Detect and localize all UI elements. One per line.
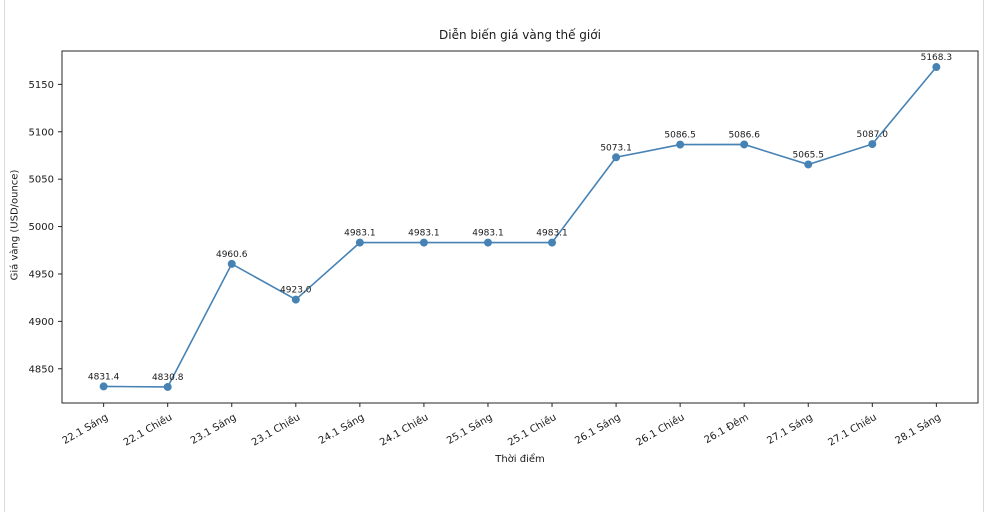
x-tick-label: 23.1 Chiều	[249, 411, 302, 448]
data-point-marker	[548, 238, 557, 247]
data-point-marker	[868, 140, 877, 149]
x-tick-label: 22.1 Chiều	[121, 411, 174, 448]
axes-frame	[61, 50, 979, 404]
x-tick-label: 27.1 Chiều	[826, 411, 879, 448]
x-tick-label: 26.1 Sáng	[573, 411, 623, 447]
point-value-label: 4983.1	[536, 229, 568, 239]
data-point-marker	[676, 140, 685, 149]
point-value-label: 5087.0	[857, 130, 889, 140]
y-tick-label: 5000	[29, 222, 54, 233]
x-tick-label: 27.1 Sáng	[765, 411, 815, 447]
data-point-marker	[932, 63, 941, 72]
x-tick-label: 26.1 Chiều	[634, 411, 687, 448]
point-value-label: 4983.1	[408, 229, 440, 239]
data-point-marker	[355, 238, 364, 247]
point-value-label: 4830.8	[152, 373, 184, 383]
data-point-marker	[612, 153, 621, 162]
point-value-label: 4983.1	[344, 229, 376, 239]
point-value-label: 4960.6	[216, 250, 248, 260]
price-line	[103, 66, 937, 388]
data-point-marker	[163, 382, 172, 391]
y-tick-label: 5150	[29, 80, 54, 91]
point-value-label: 4831.4	[88, 372, 120, 382]
x-tick-label: 24.1 Chiều	[378, 411, 431, 448]
point-value-label: 5065.5	[793, 150, 825, 160]
point-value-label: 5073.1	[600, 143, 632, 153]
x-tick-label: 22.1 Sáng	[60, 411, 110, 447]
point-value-label: 5086.5	[664, 131, 696, 141]
x-tick-label: 23.1 Sáng	[188, 411, 238, 447]
x-tick-label: 24.1 Sáng	[317, 411, 367, 447]
x-axis-label: Thời điểm	[495, 454, 545, 465]
data-point-marker	[419, 238, 428, 247]
data-point-marker	[483, 238, 492, 247]
data-point-marker	[291, 295, 300, 304]
data-point-marker	[740, 140, 749, 149]
point-value-label: 4983.1	[472, 229, 504, 239]
data-point-marker	[227, 259, 236, 268]
x-tick-label: 25.1 Chiều	[506, 411, 559, 448]
y-tick-label: 5100	[29, 127, 54, 138]
x-tick-label: 28.1 Sáng	[893, 411, 943, 447]
data-point-marker	[99, 382, 108, 391]
point-value-label: 5168.3	[921, 53, 953, 63]
point-value-label: 5086.6	[728, 130, 760, 140]
y-tick-label: 4900	[29, 317, 54, 328]
x-tick-label: 26.1 Đêm	[702, 411, 751, 446]
chart-title: Diễn biến giá vàng thế giới	[439, 28, 601, 42]
y-tick-label: 5050	[29, 175, 54, 186]
data-point-marker	[804, 160, 813, 169]
y-tick-label: 4850	[29, 364, 54, 375]
point-value-label: 4923.0	[280, 286, 312, 296]
y-tick-label: 4950	[29, 269, 54, 280]
x-tick-label: 25.1 Sáng	[445, 411, 495, 447]
